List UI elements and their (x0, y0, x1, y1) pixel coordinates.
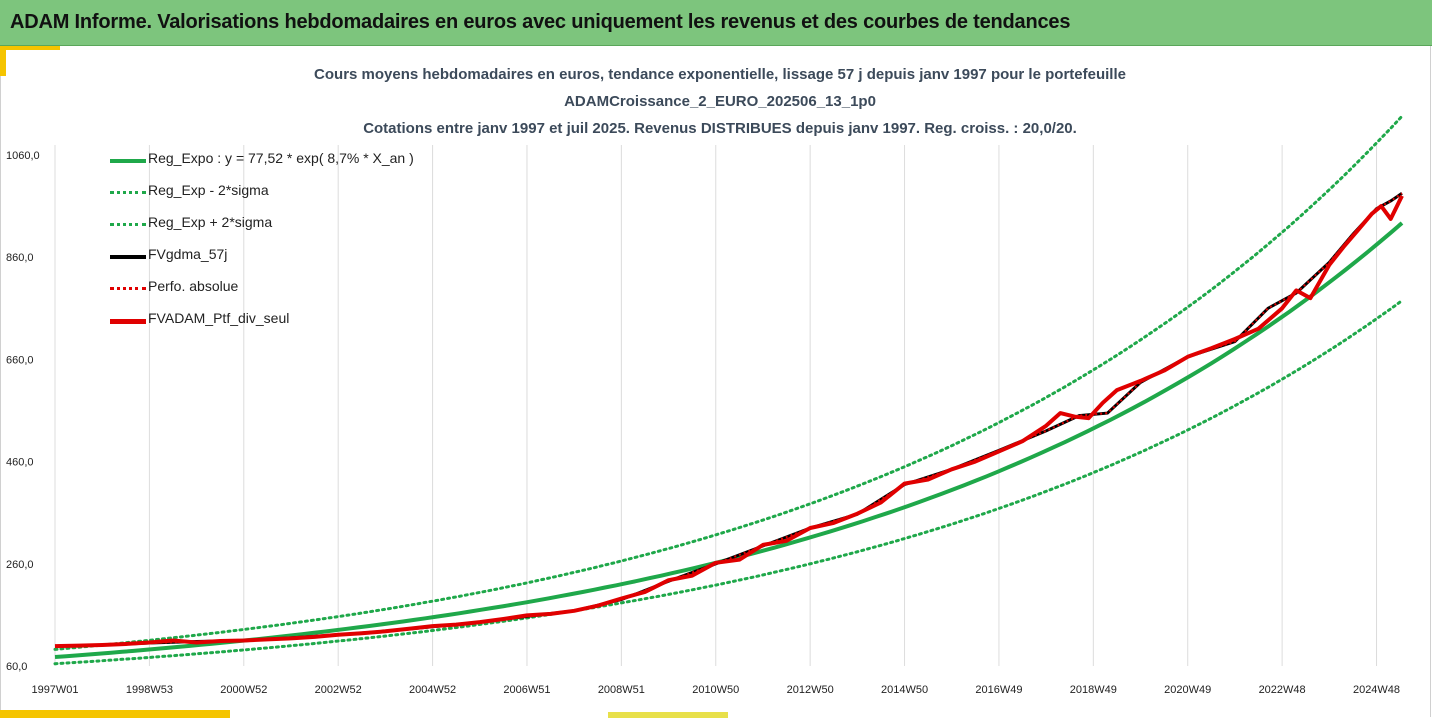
accent-bar-top (0, 46, 60, 50)
y-tick-label: 460,0 (6, 457, 34, 469)
x-tick-label: 2012W50 (787, 684, 834, 696)
chart-title-line-1: Cours moyens hebdomadaires en euros, ten… (314, 66, 1126, 83)
x-tick-label: 2010W50 (692, 684, 739, 696)
series-fvgdma-line (54, 192, 1403, 648)
x-tick-label: 2008W51 (598, 684, 645, 696)
y-tick-label: 1060,0 (6, 150, 40, 162)
x-tick-label: 2004W52 (409, 684, 456, 696)
page-title: ADAM Informe. Valorisations hebdomadaire… (10, 11, 1071, 33)
x-tick-label: 2016W49 (975, 684, 1022, 696)
series-reg-exp-plus-line (53, 114, 1404, 651)
series-reg-expo-line (54, 221, 1404, 659)
chart-frame (0, 46, 1431, 717)
legend-swatch-fvadam (110, 319, 146, 324)
y-tick-label: 660,0 (6, 354, 34, 366)
legend-label-perfo: Perfo. absolue (148, 278, 239, 294)
series-reg-exp-minus-line (53, 299, 1404, 666)
x-tick-label: 2006W51 (503, 684, 550, 696)
x-tick-label: 2000W52 (220, 684, 267, 696)
y-tick-label: 860,0 (6, 252, 34, 264)
x-tick-label: 2014W50 (881, 684, 928, 696)
legend-label-fvadam: FVADAM_Ptf_div_seul (148, 310, 290, 326)
x-tick-label: 1998W53 (126, 684, 173, 696)
legend-label-reg-exp-minus: Reg_Exp - 2*sigma (148, 182, 269, 198)
legend-swatch-reg-exp-minus (110, 191, 146, 194)
x-tick-label: 2024W48 (1353, 684, 1400, 696)
y-tick-label: 60,0 (6, 661, 27, 673)
x-tick-label: 2018W49 (1070, 684, 1117, 696)
legend-label-fvgdma: FVgdma_57j (148, 246, 228, 262)
legend-label-reg-exp-plus: Reg_Exp + 2*sigma (148, 214, 273, 230)
x-tick-label: 2002W52 (315, 684, 362, 696)
accent-bar-bottom-middle (608, 712, 728, 718)
legend-swatch-reg-expo (110, 159, 146, 163)
legend-label-reg-expo: Reg_Expo : y = 77,52 * exp( 8,7% * X_an … (148, 150, 414, 166)
x-tick-label: 2020W49 (1164, 684, 1211, 696)
chart-title-line-3: Cotations entre janv 1997 et juil 2025. … (363, 120, 1077, 137)
page-header: ADAM Informe. Valorisations hebdomadaire… (0, 0, 1432, 46)
chart-title-line-2: ADAMCroissance_2_EURO_202506_13_1p0 (564, 93, 876, 110)
legend-swatch-perfo (110, 287, 146, 290)
x-tick-label: 1997W01 (31, 684, 78, 696)
x-tick-label: 2022W48 (1259, 684, 1306, 696)
accent-bar-bottom-left (0, 710, 230, 718)
series-fvadam-line (54, 195, 1404, 649)
legend-swatch-reg-exp-plus (110, 223, 146, 226)
accent-bar-left (0, 46, 6, 76)
y-tick-label: 260,0 (6, 559, 34, 571)
legend-swatch-fvgdma (110, 255, 146, 259)
series-perfo-line (54, 192, 1403, 648)
